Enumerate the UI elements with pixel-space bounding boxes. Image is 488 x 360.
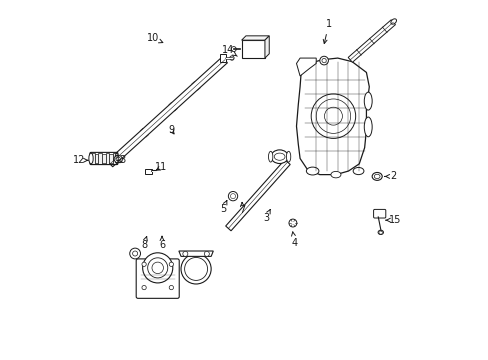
Polygon shape (296, 58, 368, 175)
Text: 7: 7 (239, 202, 245, 216)
Circle shape (288, 219, 296, 227)
Ellipse shape (89, 153, 93, 164)
FancyBboxPatch shape (241, 40, 264, 58)
Circle shape (169, 285, 173, 290)
Circle shape (319, 56, 328, 65)
Text: 8: 8 (141, 237, 147, 249)
Circle shape (184, 257, 207, 280)
Polygon shape (264, 36, 269, 58)
Ellipse shape (286, 151, 290, 162)
Polygon shape (347, 20, 395, 62)
Polygon shape (105, 153, 109, 163)
FancyBboxPatch shape (373, 210, 385, 218)
Ellipse shape (373, 174, 379, 179)
Ellipse shape (270, 150, 287, 163)
Circle shape (321, 58, 325, 63)
Polygon shape (296, 58, 316, 76)
Circle shape (378, 230, 382, 234)
Polygon shape (241, 36, 269, 40)
Circle shape (147, 258, 167, 278)
Polygon shape (91, 153, 95, 163)
Circle shape (129, 248, 140, 259)
Text: 5: 5 (220, 201, 226, 214)
Circle shape (152, 262, 163, 274)
Circle shape (228, 192, 237, 201)
Polygon shape (107, 57, 227, 167)
Polygon shape (113, 153, 117, 163)
Circle shape (204, 251, 209, 256)
Polygon shape (102, 154, 105, 163)
Ellipse shape (330, 171, 340, 178)
Text: 13: 13 (114, 155, 127, 165)
Polygon shape (98, 153, 102, 163)
Circle shape (183, 251, 187, 256)
Polygon shape (109, 154, 113, 163)
Text: 12: 12 (73, 155, 88, 165)
Ellipse shape (352, 167, 363, 175)
Ellipse shape (115, 153, 119, 163)
Circle shape (132, 251, 137, 256)
Circle shape (230, 194, 235, 199)
Ellipse shape (377, 230, 383, 234)
Text: 9: 9 (167, 125, 174, 135)
Polygon shape (145, 169, 151, 174)
Ellipse shape (390, 19, 396, 24)
Polygon shape (225, 160, 289, 231)
Text: 15: 15 (385, 215, 401, 225)
Ellipse shape (364, 92, 371, 110)
Circle shape (142, 262, 146, 266)
Text: 4: 4 (291, 232, 297, 248)
Text: 1: 1 (323, 19, 331, 44)
Text: 3: 3 (263, 210, 270, 222)
Ellipse shape (274, 153, 285, 160)
FancyBboxPatch shape (136, 259, 179, 298)
Circle shape (229, 56, 234, 60)
Text: 6: 6 (159, 237, 165, 249)
Circle shape (310, 94, 355, 138)
Ellipse shape (364, 117, 371, 137)
Ellipse shape (268, 151, 272, 162)
Text: 10: 10 (146, 33, 163, 43)
Polygon shape (179, 251, 213, 256)
Text: 11: 11 (155, 162, 167, 172)
Polygon shape (220, 54, 225, 62)
Circle shape (142, 285, 146, 290)
Circle shape (324, 107, 342, 125)
Ellipse shape (371, 172, 382, 180)
Text: 14: 14 (222, 45, 237, 56)
Text: 2: 2 (384, 171, 396, 181)
Polygon shape (95, 154, 98, 163)
Circle shape (181, 254, 211, 284)
Circle shape (231, 46, 236, 51)
Circle shape (316, 99, 350, 134)
Circle shape (142, 253, 172, 283)
Polygon shape (113, 156, 122, 163)
Ellipse shape (306, 167, 318, 175)
Circle shape (169, 262, 173, 266)
